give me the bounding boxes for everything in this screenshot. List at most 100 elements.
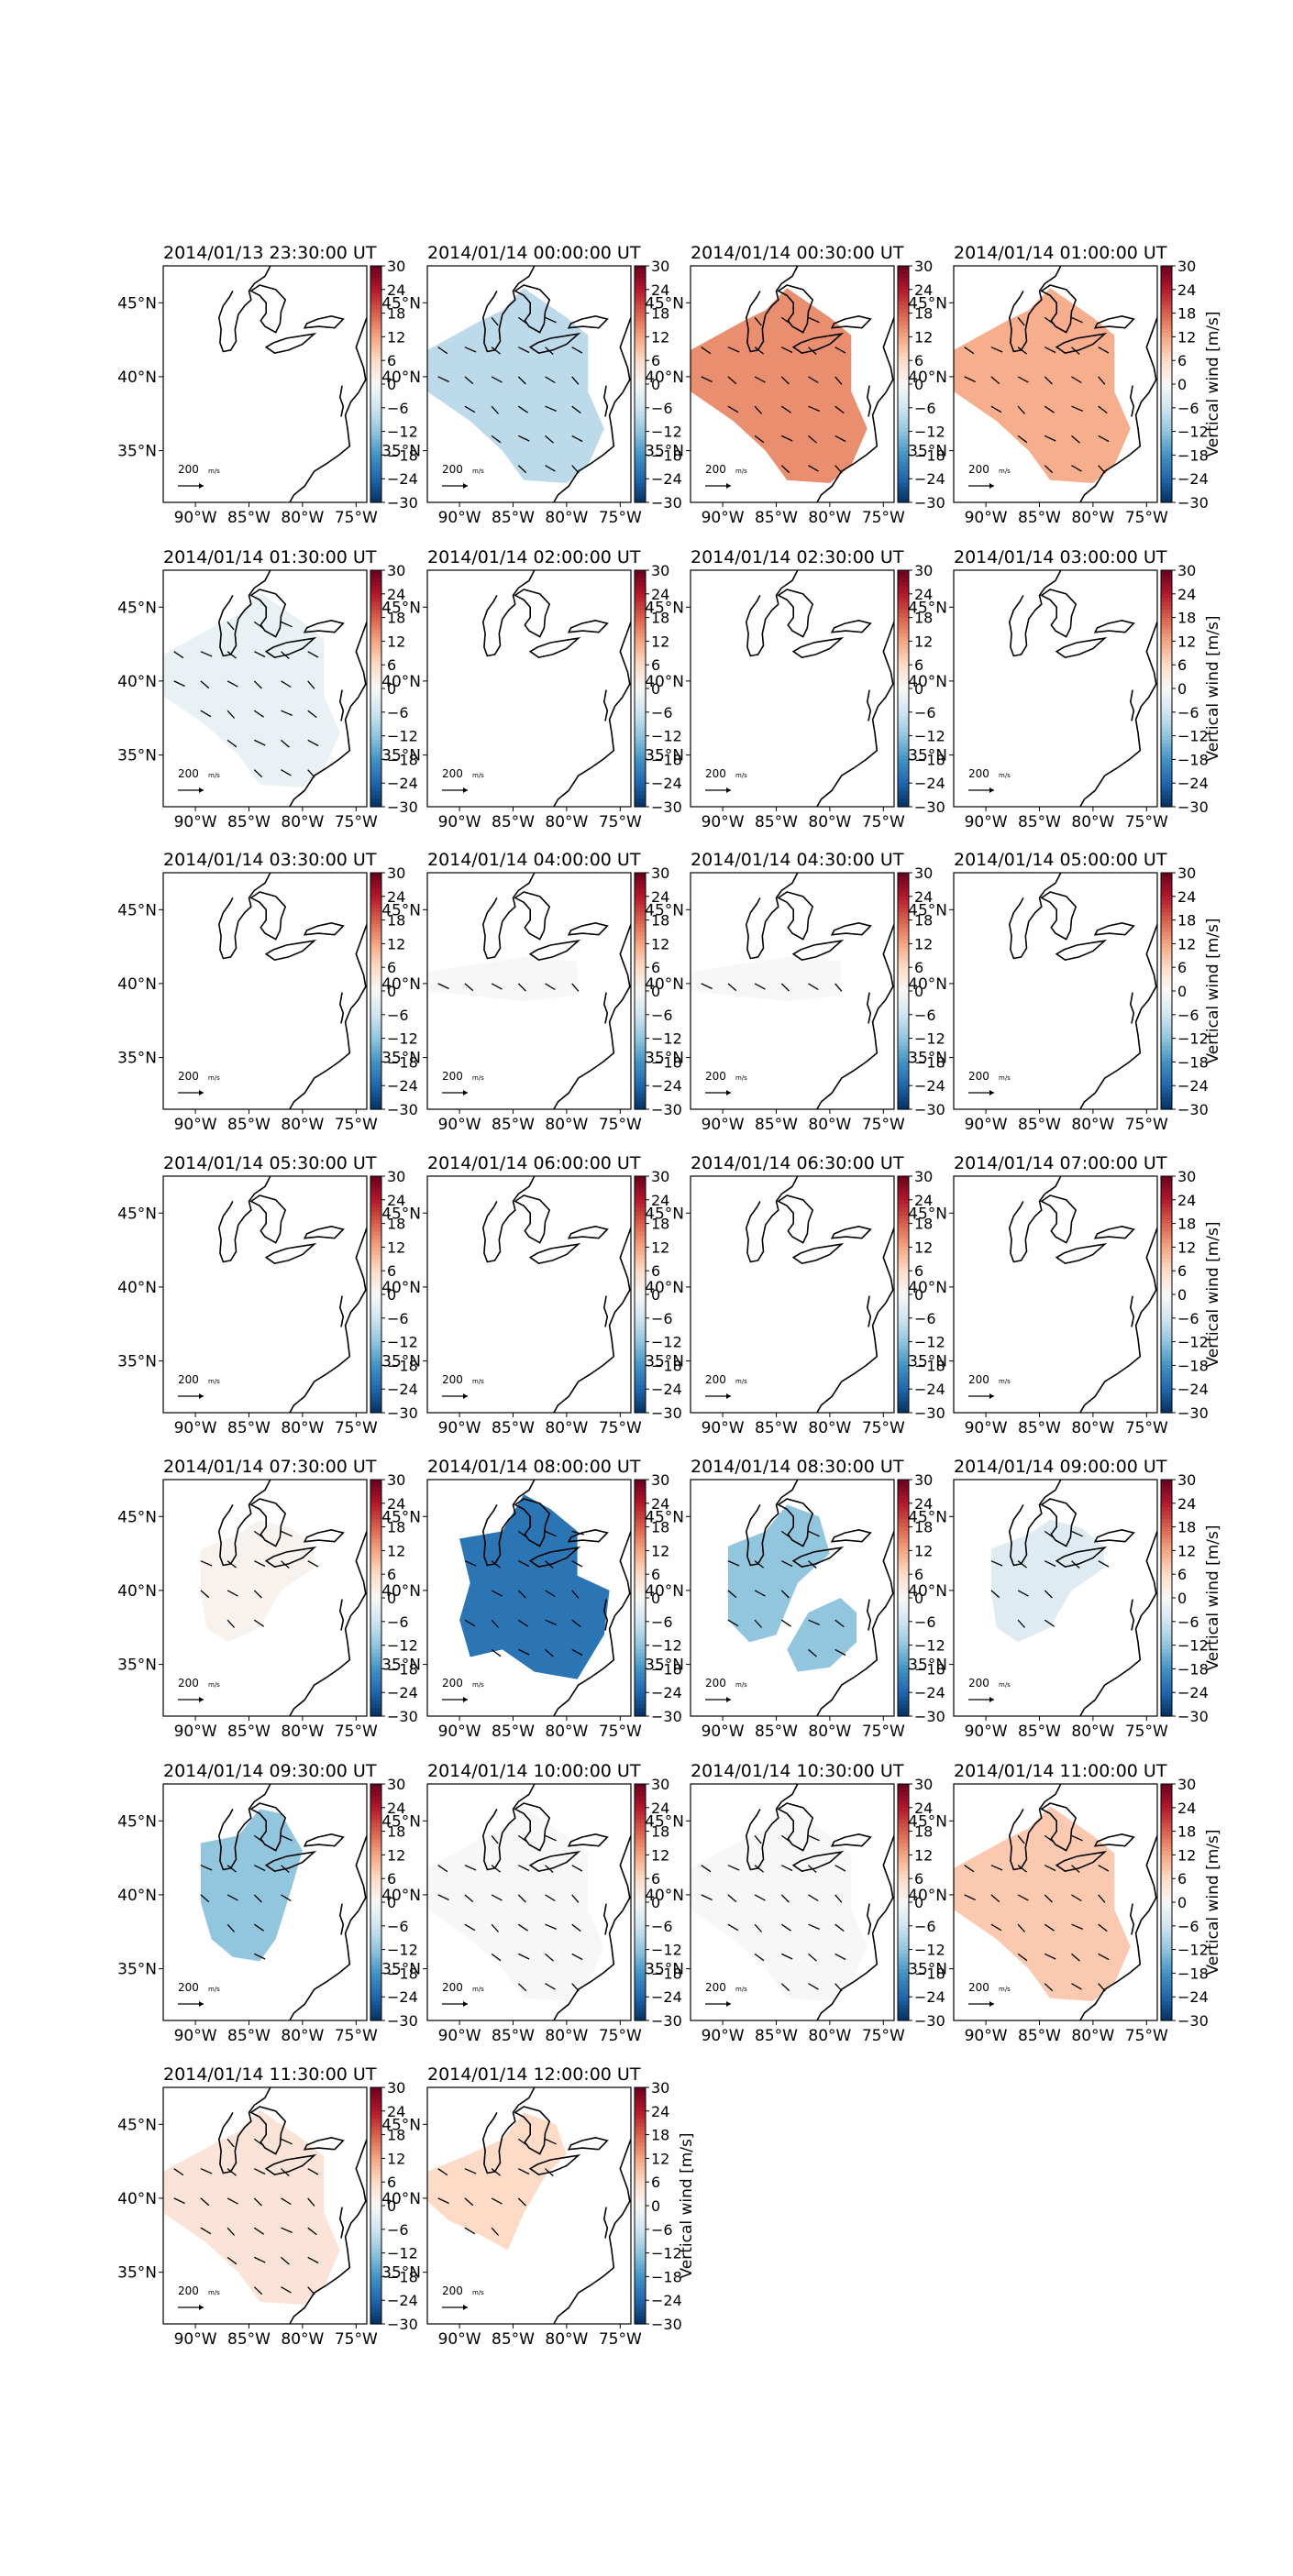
- colorbar-tick-label: −18: [1177, 751, 1209, 768]
- colorbar-segment: [898, 1199, 909, 1205]
- coastline: [217, 570, 367, 807]
- colorbar-segment: [635, 1648, 646, 1654]
- colorbar-segment: [370, 1997, 381, 2002]
- lon-tick-label: 75°W: [599, 1116, 642, 1134]
- colorbar-tick-label: −24: [651, 1381, 682, 1398]
- lat-tick-label: 45°N: [381, 1508, 421, 1526]
- colorbar-segment: [370, 2091, 381, 2097]
- colorbar-tick-label: 24: [914, 281, 933, 299]
- colorbar-segment: [635, 2138, 646, 2143]
- colorbar-segment: [370, 2166, 381, 2171]
- colorbar-segment: [635, 2280, 646, 2285]
- colorbar-tick-label: −6: [651, 704, 673, 721]
- colorbar-segment: [370, 916, 381, 921]
- scale-unit: m/s: [999, 1074, 1011, 1082]
- chesapeake-shore: [602, 1903, 609, 1935]
- map-area: [1008, 873, 1157, 1109]
- colorbar-segment: [898, 672, 909, 677]
- lake-ontario-shore: [830, 1528, 872, 1543]
- colorbar-segment: [1161, 494, 1172, 500]
- colorbar-segment: [898, 2004, 909, 2009]
- colorbar-segment: [370, 431, 381, 436]
- colorbar-segment: [1161, 1827, 1172, 1833]
- colorbar-segment: [370, 2295, 381, 2301]
- colorbar-segment: [898, 755, 909, 760]
- lat-tick-label: 45°N: [645, 294, 684, 313]
- colorbar-tick-label: 30: [387, 258, 405, 275]
- lat-tick-label: 45°N: [908, 294, 947, 313]
- wind-arrow: [834, 1923, 845, 1932]
- colorbar-segment: [370, 1093, 381, 1098]
- colorbar-segment: [635, 641, 646, 646]
- colorbar-tick-label: −24: [1177, 775, 1209, 792]
- lon-tick-label: 80°W: [1071, 1116, 1114, 1134]
- wind-arrow: [1071, 1530, 1083, 1537]
- wind-arrow: [781, 347, 793, 354]
- colorbar-segment: [635, 649, 646, 654]
- colorbar-segment: [898, 1357, 909, 1362]
- wind-arrow: [281, 2138, 293, 2145]
- colorbar-segment: [898, 708, 909, 713]
- lake-michigan-shore: [745, 873, 799, 960]
- colorbar-segment: [635, 912, 646, 917]
- colorbar-segment: [1161, 1976, 1172, 1982]
- colorbar-segment: [1161, 1183, 1172, 1189]
- colorbar-segment: [635, 403, 646, 409]
- colorbar-segment: [635, 2098, 646, 2104]
- lon-tick-label: 75°W: [862, 2027, 905, 2045]
- wind-arrow: [990, 1865, 1003, 1871]
- colorbar-segment: [1161, 598, 1172, 602]
- colorbar-segment: [370, 1274, 381, 1280]
- colorbar-segment: [370, 1393, 381, 1398]
- colorbar-tick-label: −18: [914, 446, 945, 464]
- colorbar-segment: [635, 1393, 646, 1398]
- colorbar-segment: [1161, 1495, 1172, 1501]
- colorbar-segment: [898, 316, 909, 322]
- wind-arrow: [227, 621, 235, 631]
- colorbar-segment: [898, 1050, 909, 1055]
- colorbar-segment: [1161, 1062, 1172, 1067]
- lat-tick-label: 45°N: [908, 1508, 947, 1526]
- wind-region: [787, 1598, 857, 1672]
- colorbar-tick-label: 12: [387, 633, 405, 650]
- lat-tick-label: 45°N: [645, 1812, 684, 1831]
- colorbar-segment: [898, 2009, 909, 2013]
- colorbar-segment: [370, 1858, 381, 1864]
- wind-arrow: [808, 1834, 820, 1842]
- colorbar-segment: [635, 720, 646, 725]
- colorbar-segment: [898, 384, 909, 389]
- colorbar-tick-label: 0: [387, 983, 396, 1000]
- colorbar-segment: [635, 778, 646, 784]
- wind-arrow: [200, 1865, 213, 1871]
- colorbar-segment: [370, 427, 381, 433]
- colorbar-segment: [370, 336, 381, 342]
- colorbar-segment: [1161, 888, 1172, 894]
- scale-unit: m/s: [472, 1074, 484, 1082]
- wind-region: [691, 288, 868, 483]
- colorbar-segment: [898, 763, 909, 768]
- scale-arrow-head: [199, 787, 204, 793]
- scale-unit: m/s: [208, 1074, 220, 1082]
- colorbar-segment: [1161, 340, 1172, 346]
- colorbar-segment: [1161, 1259, 1172, 1264]
- panel-title: 2014/01/14 10:30:00 UT: [691, 1761, 904, 1781]
- colorbar-segment: [1161, 1704, 1172, 1709]
- lake-erie-shore: [791, 636, 845, 658]
- colorbar-segment: [370, 1010, 381, 1016]
- colorbar-segment: [635, 605, 646, 611]
- colorbar-segment: [1161, 427, 1172, 433]
- lake-ontario-shore: [567, 1225, 609, 1239]
- colorbar-segment: [898, 1530, 909, 1536]
- lon-tick-label: 90°W: [702, 1419, 745, 1437]
- colorbar-segment: [1161, 940, 1172, 944]
- colorbar-segment: [898, 790, 909, 796]
- lake-huron-shore: [777, 1802, 814, 1852]
- colorbar-segment: [1161, 704, 1172, 710]
- scale-label: 200: [705, 1677, 726, 1690]
- map-frame: [690, 872, 895, 1110]
- colorbar-segment: [898, 1997, 909, 2002]
- colorbar-segment: [898, 479, 909, 484]
- colorbar-tick-label: −24: [1177, 1077, 1209, 1095]
- colorbar-segment: [370, 621, 381, 626]
